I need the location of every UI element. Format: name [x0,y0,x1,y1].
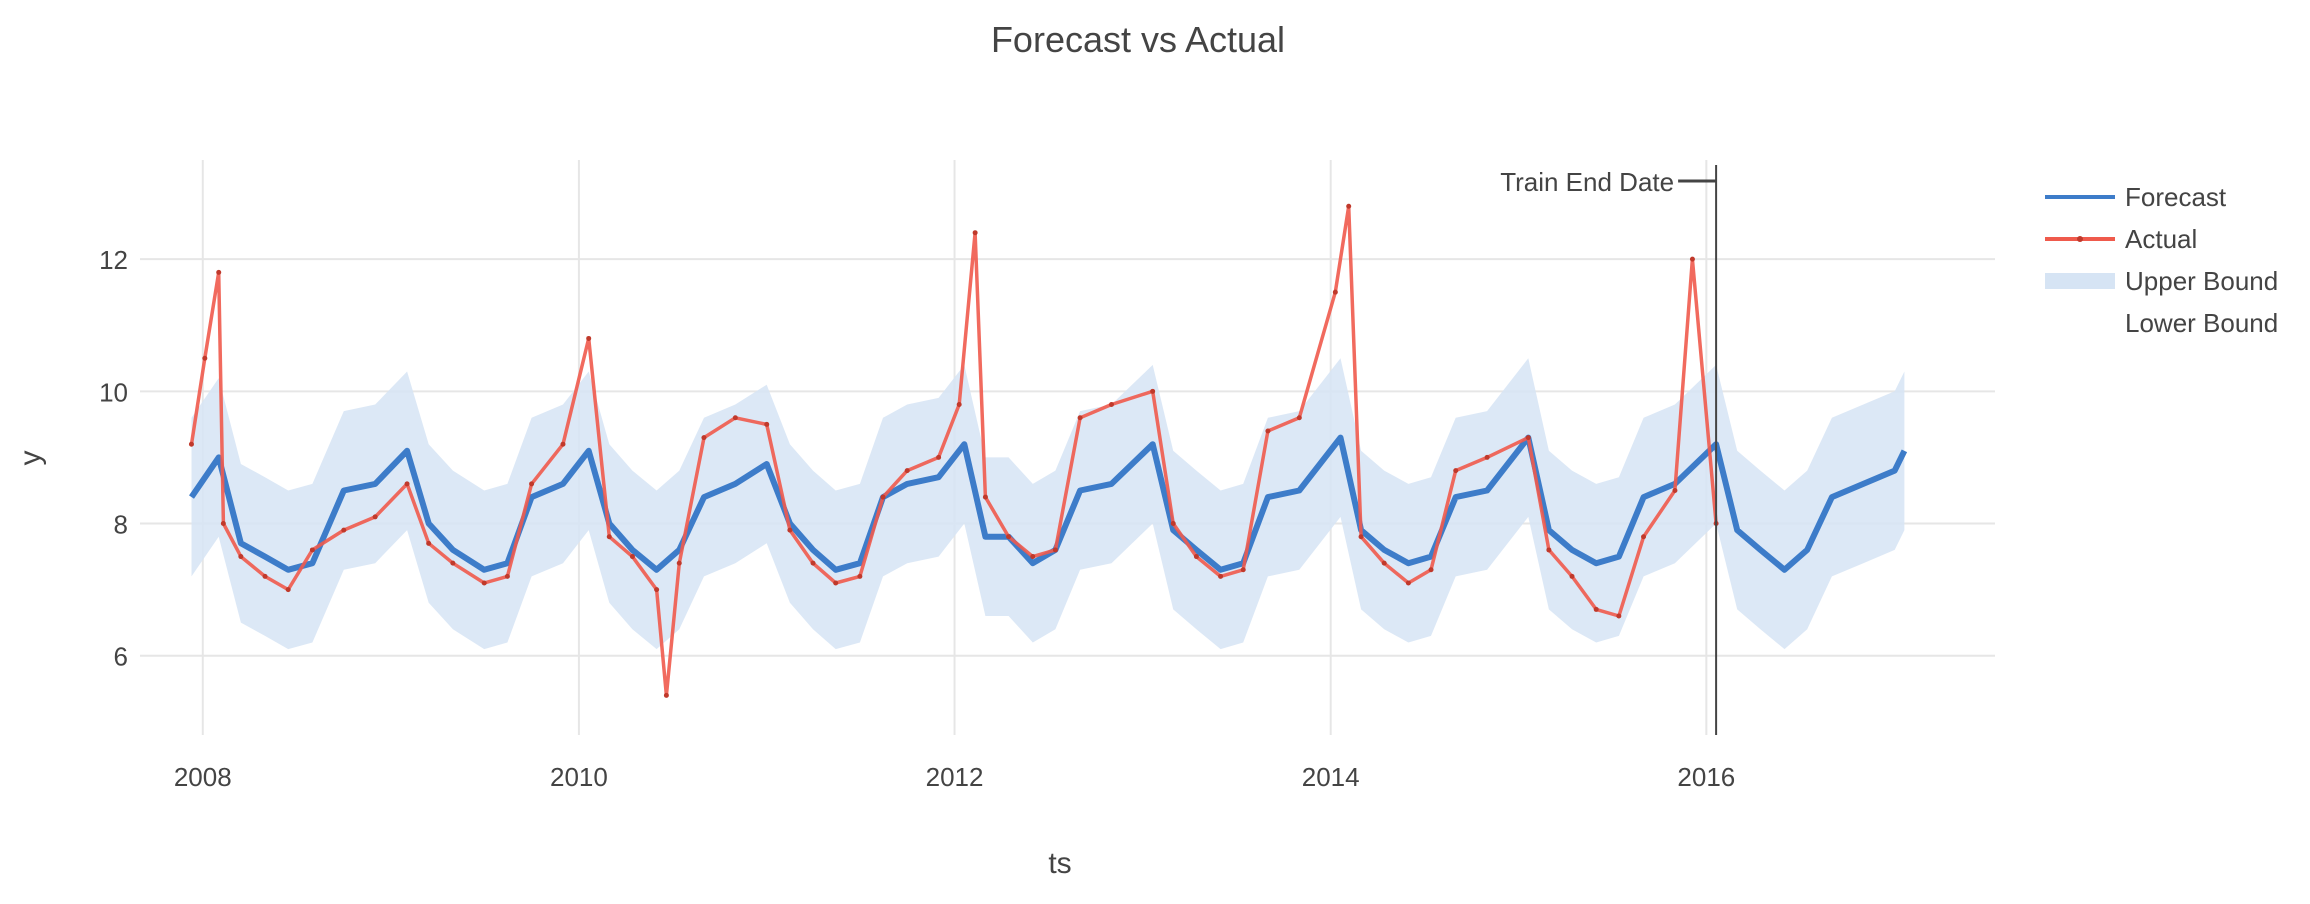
actual-point [1641,534,1647,540]
series-layer [188,203,1908,698]
actual-point [1150,388,1156,394]
actual-point [309,547,315,553]
confidence-band-layer [191,358,1905,650]
actual-point [654,587,660,593]
actual-point [676,560,682,566]
actual-point [238,554,244,560]
actual-point [936,454,942,460]
actual-point [1428,567,1434,573]
y-tick-label: 12 [99,245,128,275]
actual-point [481,580,487,586]
actual-point [1077,415,1083,421]
actual-point [956,402,962,408]
x-tick-label: 2016 [1677,762,1735,792]
actual-point [701,435,707,441]
actual-point [787,527,793,533]
actual-point [1052,547,1058,553]
legend-swatch-upper-bound [2045,273,2115,289]
legend-item[interactable]: Lower Bound [2125,308,2278,338]
x-tick-label: 2014 [1302,762,1360,792]
legend-label: Actual [2125,224,2197,254]
actual-point [372,514,378,520]
actual-point [1525,435,1531,441]
actual-point [202,355,208,361]
train-end-label: Train End Date [1500,167,1674,197]
actual-point [1453,468,1459,474]
actual-point [1689,256,1695,262]
actual-point [285,587,291,593]
y-tick-label: 6 [114,642,128,672]
actual-point [404,481,410,487]
actual-point [1108,402,1114,408]
actual-point [1240,567,1246,573]
actual-point [629,554,635,560]
x-tick-label: 2012 [926,762,984,792]
actual-point [982,494,988,500]
legend-label: Forecast [2125,182,2227,212]
actual-point [606,534,612,540]
actual-point [972,230,978,236]
annotation-layer: Train End Date [1500,165,1718,735]
x-axis-label: ts [1048,847,1071,880]
actual-point [560,441,566,447]
actual-point [1265,428,1271,434]
legend-item[interactable]: Actual [2045,224,2197,254]
actual-point [188,441,194,447]
actual-point [1218,573,1224,579]
actual-point [504,573,510,579]
actual-point [1170,521,1176,527]
actual-point [1358,534,1364,540]
actual-point [1616,613,1622,619]
actual-point [880,494,886,500]
legend-label: Lower Bound [2125,308,2278,338]
actual-point [1332,289,1338,295]
actual-point [1006,534,1012,540]
chart-title: Forecast vs Actual [991,19,1285,60]
actual-point [1405,580,1411,586]
actual-point [529,481,535,487]
actual-point [1296,415,1302,421]
confidence-band [191,358,1905,650]
actual-point [426,540,432,546]
actual-point [216,269,222,275]
actual-point [1193,554,1199,560]
legend-item[interactable]: Forecast [2045,182,2227,212]
actual-point [663,692,669,698]
actual-point [833,580,839,586]
actual-point [1484,454,1490,460]
actual-point [857,573,863,579]
actual-point [1569,573,1575,579]
actual-point [732,415,738,421]
legend[interactable]: Forecast Actual Upper Bound Lower Bound [2045,182,2278,338]
actual-point [1030,554,1036,560]
y-axis-label: y [14,451,47,466]
actual-point [810,560,816,566]
actual-point [1672,487,1678,493]
actual-point [764,421,770,427]
actual-point [220,521,226,527]
x-tick-label: 2010 [550,762,608,792]
actual-point [1346,203,1352,209]
actual-point [586,335,592,341]
actual-point [1546,547,1552,553]
y-tick-label: 8 [114,510,128,540]
legend-marker-actual [2077,236,2083,242]
tick-label-layer: 6 8 10 12 2008 2010 2012 2014 2016 [99,245,1735,792]
actual-point [1593,606,1599,612]
forecast-line [189,434,1908,573]
legend-label: Upper Bound [2125,266,2278,296]
legend-item[interactable]: Upper Bound [2045,266,2278,296]
actual-point [341,527,347,533]
actual-point [904,468,910,474]
actual-point [1381,560,1387,566]
actual-point [450,560,456,566]
x-tick-label: 2008 [174,762,232,792]
actual-point [262,573,268,579]
y-tick-label: 10 [99,377,128,407]
